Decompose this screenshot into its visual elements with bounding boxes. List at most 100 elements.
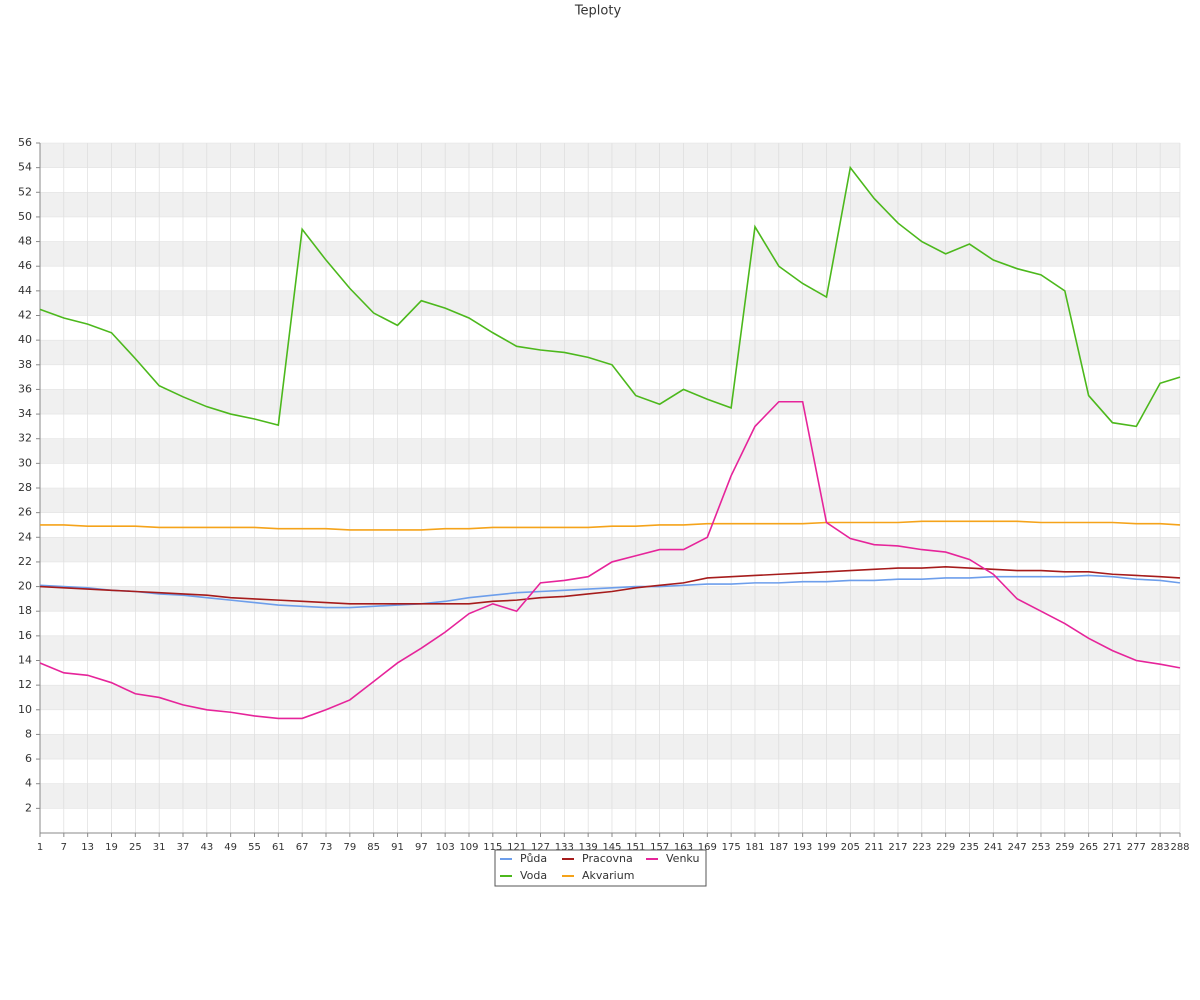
x-tick-label: 133 bbox=[555, 842, 574, 853]
y-tick-label: 28 bbox=[18, 481, 32, 494]
y-tick-label: 42 bbox=[18, 309, 32, 322]
series-line bbox=[39, 574, 1181, 609]
legend-label: Půda bbox=[520, 852, 547, 865]
x-tick-label: 288 bbox=[1170, 842, 1189, 853]
x-tick-label: 43 bbox=[200, 842, 213, 853]
y-tick-label: 56 bbox=[18, 136, 32, 149]
x-tick-label: 151 bbox=[626, 842, 645, 853]
legend-label: Venku bbox=[666, 852, 699, 865]
series-line bbox=[39, 165, 1181, 428]
y-tick-label: 38 bbox=[18, 358, 32, 371]
x-tick-label: 121 bbox=[507, 842, 526, 853]
y-tick-label: 20 bbox=[18, 580, 32, 593]
x-tick-label: 1 bbox=[37, 842, 43, 853]
x-tick-label: 61 bbox=[272, 842, 285, 853]
x-tick-label: 115 bbox=[483, 842, 502, 853]
x-tick-label: 103 bbox=[436, 842, 455, 853]
y-tick-label: 8 bbox=[25, 727, 32, 740]
legend-label: Voda bbox=[520, 869, 547, 882]
y-tick-label: 54 bbox=[18, 161, 32, 174]
grid-band bbox=[40, 143, 1180, 168]
x-tick-label: 217 bbox=[888, 842, 907, 853]
x-tick-label: 187 bbox=[769, 842, 788, 853]
x-tick-label: 271 bbox=[1103, 842, 1122, 853]
y-tick-label: 26 bbox=[18, 506, 32, 519]
x-tick-label: 49 bbox=[224, 842, 237, 853]
x-tick-label: 13 bbox=[81, 842, 94, 853]
x-tick-label: 157 bbox=[650, 842, 669, 853]
x-tick-label: 169 bbox=[698, 842, 717, 853]
x-tick-label: 73 bbox=[320, 842, 333, 853]
x-tick-label: 55 bbox=[248, 842, 261, 853]
y-tick-label: 52 bbox=[18, 185, 32, 198]
x-tick-label: 31 bbox=[153, 842, 166, 853]
x-tick-label: 205 bbox=[841, 842, 860, 853]
y-tick-label: 12 bbox=[18, 678, 32, 691]
y-tick-label: 36 bbox=[18, 382, 32, 395]
grid-band bbox=[40, 734, 1180, 760]
x-tick-label: 265 bbox=[1079, 842, 1098, 853]
x-tick-label: 145 bbox=[602, 842, 621, 853]
x-tick-label: 193 bbox=[793, 842, 812, 853]
grid-band bbox=[40, 389, 1180, 415]
series-line bbox=[40, 520, 1181, 531]
chart-title: Teploty bbox=[574, 4, 622, 19]
legend: Půda Voda Pracovna Akvarium Venku bbox=[494, 849, 707, 887]
y-tick-label: 22 bbox=[18, 555, 32, 568]
y-tick-label: 40 bbox=[18, 333, 32, 346]
x-tick-label: 85 bbox=[367, 842, 380, 853]
x-tick-label: 283 bbox=[1151, 842, 1170, 853]
x-tick-label: 7 bbox=[61, 842, 67, 853]
y-tick-label: 24 bbox=[18, 530, 32, 543]
y-tick-label: 44 bbox=[18, 284, 32, 297]
x-tick-label: 181 bbox=[745, 842, 764, 853]
grid-band bbox=[40, 783, 1180, 809]
x-tick-label: 67 bbox=[296, 842, 309, 853]
grid-band bbox=[40, 488, 1180, 513]
x-tick-label: 247 bbox=[1008, 842, 1027, 853]
grid-band bbox=[40, 241, 1180, 267]
grid-band bbox=[40, 290, 1180, 316]
y-tick-label: 32 bbox=[18, 432, 32, 445]
x-tick-label: 175 bbox=[722, 842, 741, 853]
y-tick-label: 18 bbox=[18, 604, 32, 617]
y-tick-label: 30 bbox=[18, 456, 32, 469]
y-tick-label: 2 bbox=[25, 801, 32, 814]
x-tick-label: 277 bbox=[1127, 842, 1146, 853]
y-tick-label: 16 bbox=[18, 629, 32, 642]
x-tick-label: 25 bbox=[129, 842, 142, 853]
y-tick-label: 34 bbox=[18, 407, 32, 420]
x-tick-label: 19 bbox=[105, 842, 118, 853]
y-tick-label: 46 bbox=[18, 259, 32, 272]
x-tick-label: 127 bbox=[531, 842, 550, 853]
x-tick-label: 97 bbox=[415, 842, 428, 853]
legend-label: Akvarium bbox=[582, 869, 634, 882]
grid-band bbox=[40, 685, 1180, 710]
grid-band bbox=[40, 192, 1180, 217]
x-tick-label: 79 bbox=[343, 842, 356, 853]
x-tick-label: 235 bbox=[960, 842, 979, 853]
x-tick-label: 163 bbox=[674, 842, 693, 853]
grid-band bbox=[40, 586, 1180, 612]
y-tick-label: 6 bbox=[25, 752, 32, 765]
x-tick-label: 109 bbox=[459, 842, 478, 853]
grid-band bbox=[40, 635, 1180, 661]
y-tick-label: 14 bbox=[18, 654, 32, 667]
x-tick-label: 223 bbox=[912, 842, 931, 853]
y-tick-label: 4 bbox=[25, 777, 32, 790]
grid-band bbox=[40, 340, 1180, 365]
grid-band bbox=[40, 537, 1180, 562]
x-tick-label: 211 bbox=[865, 842, 884, 853]
y-tick-label: 10 bbox=[18, 703, 32, 716]
x-tick-label: 199 bbox=[817, 842, 836, 853]
x-tick-label: 91 bbox=[391, 842, 404, 853]
x-tick-label: 259 bbox=[1055, 842, 1074, 853]
x-tick-label: 241 bbox=[984, 842, 1003, 853]
x-tick-label: 139 bbox=[579, 842, 598, 853]
series-line bbox=[39, 400, 1181, 720]
y-tick-label: 50 bbox=[18, 210, 32, 223]
x-tick-label: 229 bbox=[936, 842, 955, 853]
series-line bbox=[39, 566, 1181, 605]
y-tick-label: 48 bbox=[18, 235, 32, 248]
